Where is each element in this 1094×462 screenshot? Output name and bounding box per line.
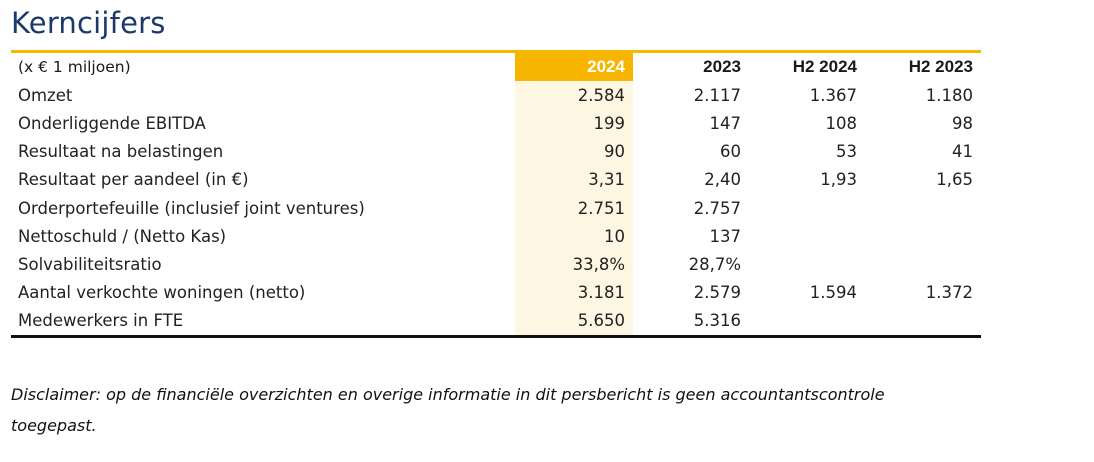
cell-value: 2.757 (693, 198, 741, 218)
row-label: Orderportefeuille (inclusief joint ventu… (18, 198, 365, 218)
cell-value: 3,31 (515, 165, 633, 194)
cell-value (749, 194, 865, 222)
row-label: Resultaat per aandeel (in €) (18, 170, 249, 190)
column-header-h2-2023: H2 2023 (908, 57, 973, 77)
table-header-row: (x € 1 miljoen) 2024 2023 H2 2024 H2 202… (11, 53, 981, 82)
cell-value: 98 (952, 113, 973, 133)
cell-value (865, 250, 981, 278)
column-header-2024: 2024 (515, 53, 633, 82)
cell-value (865, 307, 981, 335)
table-row: Resultaat na belastingen 90 60 53 41 (11, 137, 981, 166)
table-row: Omzet 2.584 2.117 1.367 1.180 (11, 81, 981, 110)
cell-value: 2.117 (693, 85, 741, 105)
key-figures-table: (x € 1 miljoen) 2024 2023 H2 2024 H2 202… (11, 50, 981, 338)
cell-value: 108 (825, 113, 858, 133)
table-row: Medewerkers in FTE 5.650 5.316 (11, 306, 981, 335)
row-label: Medewerkers in FTE (18, 311, 184, 331)
table-row: Onderliggende EBITDA 199 147 108 98 (11, 109, 981, 138)
row-label: Resultaat na belastingen (18, 142, 224, 162)
cell-value: 2.579 (693, 283, 741, 303)
cell-value: 90 (515, 137, 633, 166)
cell-value: 3.181 (515, 278, 633, 307)
cell-value: 2.584 (515, 81, 633, 110)
cell-value: 1.372 (925, 283, 973, 303)
cell-value: 41 (952, 142, 973, 162)
cell-value (865, 194, 981, 222)
row-label: Nettoschuld / (Netto Kas) (18, 226, 227, 246)
cell-value: 199 (515, 109, 633, 138)
cell-value (749, 307, 865, 335)
cell-value (749, 250, 865, 278)
page-title: Kerncijfers (11, 6, 166, 40)
disclaimer-text: Disclaimer: op de financiële overzichten… (11, 385, 885, 435)
table-top-rule (11, 50, 981, 53)
cell-value: 2.751 (515, 193, 633, 223)
row-label: Onderliggende EBITDA (18, 113, 206, 133)
table-row: Resultaat per aandeel (in €) 3,31 2,40 1,93… (11, 165, 981, 194)
cell-value: 137 (709, 226, 742, 246)
row-label: Omzet (18, 85, 73, 105)
cell-value: 53 (836, 142, 857, 162)
cell-value: 10 (515, 222, 633, 251)
table-row: Nettoschuld / (Netto Kas) 10 137 (11, 222, 981, 251)
cell-value: 5.650 (515, 306, 633, 335)
cell-value: 28,7% (688, 254, 741, 274)
row-label: Solvabiliteitsratio (18, 254, 162, 274)
cell-value: 1.367 (809, 85, 857, 105)
cell-value: 1,65 (936, 170, 973, 190)
cell-value: 5.316 (693, 311, 741, 331)
cell-value (749, 222, 865, 250)
cell-value: 33,8% (515, 250, 633, 279)
table-row: Orderportefeuille (inclusief joint ventu… (11, 193, 981, 223)
cell-value: 1,93 (820, 170, 857, 190)
cell-value: 2,40 (704, 170, 741, 190)
table-bottom-rule (11, 334, 981, 338)
column-header-2023: 2023 (703, 57, 741, 77)
cell-value: 1.594 (809, 283, 857, 303)
table-row: Solvabiliteitsratio 33,8% 28,7% (11, 250, 981, 279)
table-row: Aantal verkochte woningen (netto) 3.181 2.… (11, 278, 981, 307)
row-label: Aantal verkochte woningen (netto) (18, 283, 306, 303)
cell-value: 147 (709, 113, 742, 133)
cell-value (865, 222, 981, 250)
cell-value: 1.180 (925, 85, 973, 105)
cell-value: 60 (720, 142, 741, 162)
unit-label: (x € 1 miljoen) (18, 58, 131, 77)
column-header-h2-2024: H2 2024 (792, 57, 857, 77)
